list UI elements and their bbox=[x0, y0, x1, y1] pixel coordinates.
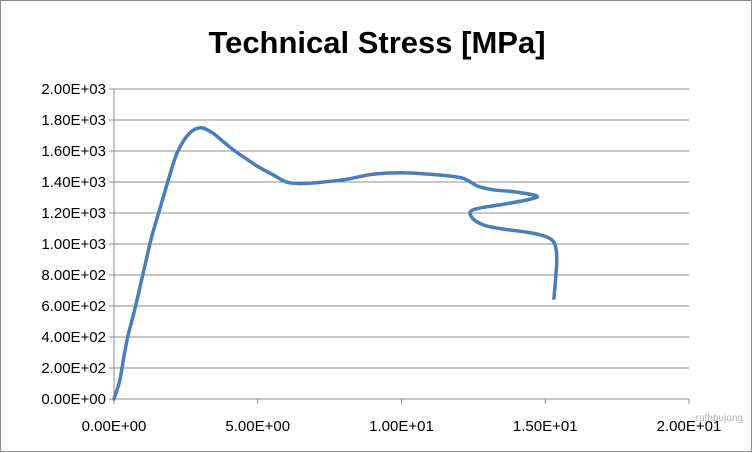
x-tick-label: 0.00E+00 bbox=[82, 418, 147, 435]
gridlines bbox=[114, 88, 689, 369]
y-tick-label: 2.00E+03 bbox=[41, 81, 106, 98]
y-tick-label: 1.60E+03 bbox=[41, 143, 106, 160]
y-tick-label: 6.00E+02 bbox=[41, 298, 106, 315]
y-tick-label: 8.00E+02 bbox=[41, 267, 106, 284]
y-tick-label: 2.00E+02 bbox=[41, 360, 106, 377]
stress-series-line bbox=[112, 126, 559, 401]
y-tick-label: 1.40E+03 bbox=[41, 174, 106, 191]
x-tick-label: 1.50E+01 bbox=[513, 418, 578, 435]
axes bbox=[109, 88, 690, 404]
x-axis-ticks: 0.00E+00 5.00E+00 1.00E+01 1.50E+01 2.00E+01 bbox=[82, 418, 722, 435]
x-tick-label: 5.00E+00 bbox=[225, 418, 290, 435]
y-tick-label: 1.20E+03 bbox=[41, 205, 106, 222]
plot-series bbox=[112, 126, 559, 401]
y-tick-label: 1.80E+03 bbox=[41, 112, 106, 129]
y-tick-label: 0.00E+00 bbox=[41, 391, 106, 408]
y-tick-label: 1.00E+03 bbox=[41, 236, 106, 253]
y-tick-label: 4.00E+02 bbox=[41, 329, 106, 346]
y-axis-ticks: 0.00E+00 2.00E+02 4.00E+02 6.00E+02 8.00E+02… bbox=[41, 81, 106, 408]
chart-title: Technical Stress [MPa] bbox=[208, 25, 545, 60]
x-tick-label: 1.00E+01 bbox=[369, 418, 434, 435]
watermark-text: ruthbujong bbox=[696, 413, 743, 424]
x-tick-label: 2.00E+01 bbox=[657, 418, 722, 435]
